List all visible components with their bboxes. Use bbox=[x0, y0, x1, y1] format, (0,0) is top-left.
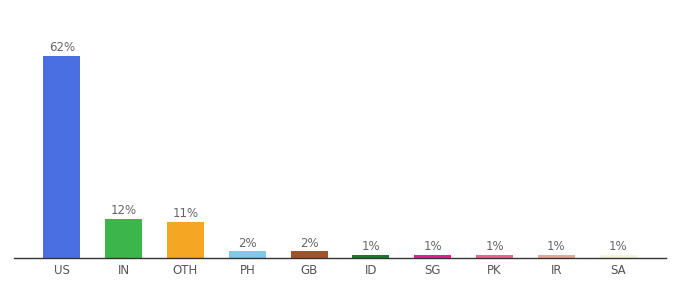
Text: 62%: 62% bbox=[49, 41, 75, 54]
Text: 2%: 2% bbox=[238, 237, 256, 250]
Text: 2%: 2% bbox=[300, 237, 318, 250]
Bar bbox=[290, 251, 328, 258]
Bar bbox=[228, 251, 266, 258]
Bar bbox=[414, 255, 452, 258]
Bar bbox=[167, 222, 204, 258]
Bar bbox=[352, 255, 390, 258]
Text: 1%: 1% bbox=[362, 240, 380, 253]
Bar bbox=[538, 255, 575, 258]
Text: 1%: 1% bbox=[486, 240, 504, 253]
Text: 1%: 1% bbox=[424, 240, 442, 253]
Text: 11%: 11% bbox=[173, 208, 199, 220]
Bar bbox=[476, 255, 513, 258]
Bar bbox=[105, 219, 142, 258]
Text: 1%: 1% bbox=[547, 240, 566, 253]
Bar bbox=[44, 56, 80, 258]
Text: 1%: 1% bbox=[609, 240, 628, 253]
Text: 12%: 12% bbox=[111, 204, 137, 217]
Bar bbox=[600, 255, 636, 258]
